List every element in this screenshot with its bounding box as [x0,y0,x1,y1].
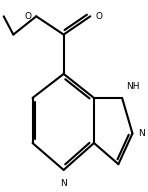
Text: O: O [95,12,102,21]
Text: O: O [24,12,31,21]
Text: N: N [60,179,67,188]
Text: N: N [138,129,145,138]
Text: NH: NH [126,82,139,91]
